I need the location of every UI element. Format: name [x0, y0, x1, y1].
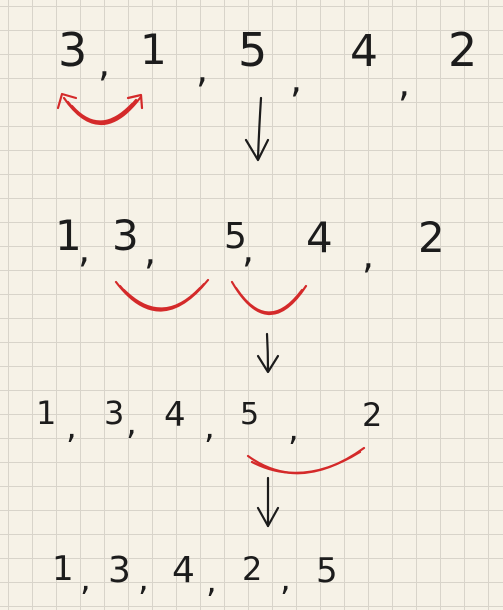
- step-2-comma-2: ,: [144, 229, 156, 273]
- swap-arrow-1: [56, 92, 144, 125]
- step-4-comma-4: ,: [280, 559, 291, 599]
- step-2-value-4: 4: [306, 213, 333, 262]
- step-2-value-2: 3: [112, 211, 139, 260]
- step-3-comma-3: ,: [204, 407, 215, 447]
- step-3-comma-1: ,: [66, 407, 77, 447]
- step-4-value-4: 2: [242, 550, 262, 588]
- step-1-comma-4: ,: [398, 61, 410, 105]
- step-1-comma-2: ,: [196, 47, 208, 91]
- step-2-value-3: 5: [224, 216, 247, 257]
- down-arrow-3: [256, 476, 280, 528]
- compare-arc-1: [114, 278, 210, 312]
- step-row-1: 3 , 1 , 5 , 4 , 2: [58, 23, 477, 105]
- step-3-value-1: 1: [36, 394, 56, 432]
- step-1-value-4: 4: [350, 26, 378, 77]
- step-4-comma-2: ,: [138, 559, 149, 599]
- step-row-2: 1 , 3 , 5 , 4 , 2: [55, 211, 445, 277]
- step-2-value-5: 2: [418, 213, 445, 262]
- step-4-comma-1: ,: [80, 559, 91, 599]
- step-4-value-1: 1: [52, 549, 74, 589]
- step-4-value-2: 3: [108, 550, 131, 591]
- step-2-comma-1: ,: [78, 227, 90, 271]
- compare-arc-2: [230, 280, 308, 316]
- step-4-value-5: 5: [316, 551, 338, 591]
- down-arrow-1: [244, 96, 270, 162]
- step-1-comma-1: ,: [98, 41, 110, 85]
- step-2-comma-4: ,: [362, 233, 374, 277]
- step-row-3: 1 , 3 , 4 , 5 , 2: [36, 394, 382, 449]
- step-3-comma-2: ,: [126, 403, 137, 443]
- step-4-comma-3: ,: [206, 561, 217, 601]
- step-2-value-1: 1: [55, 211, 82, 260]
- step-3-value-2: 3: [104, 394, 124, 432]
- step-4-value-3: 4: [172, 550, 195, 591]
- step-1-value-5: 2: [448, 23, 477, 77]
- compare-arc-3: [246, 446, 366, 475]
- step-2-comma-3: ,: [242, 227, 254, 271]
- down-arrow-2: [256, 332, 280, 374]
- step-1-comma-3: ,: [290, 57, 302, 101]
- step-1-value-1: 3: [58, 23, 87, 77]
- step-row-4: 1 , 3 , 4 , 2 , 5: [52, 549, 338, 601]
- step-3-value-4: 5: [240, 397, 259, 432]
- step-3-value-3: 4: [164, 395, 186, 435]
- step-1-value-3: 5: [238, 23, 267, 77]
- step-3-value-5: 2: [362, 396, 382, 434]
- step-3-comma-4: ,: [288, 409, 299, 449]
- step-1-value-2: 1: [140, 25, 167, 74]
